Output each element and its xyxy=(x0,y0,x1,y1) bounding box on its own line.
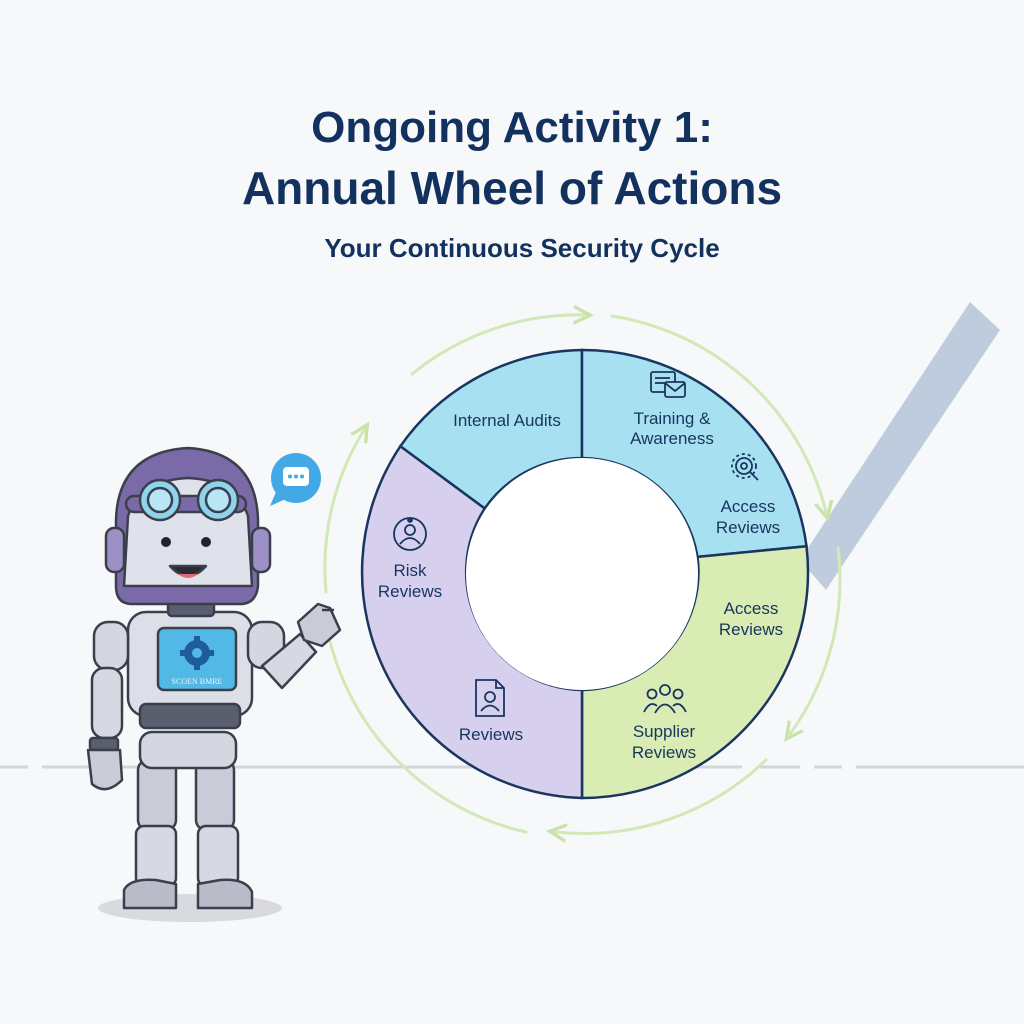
label-internal-audits: Internal Audits xyxy=(453,411,561,430)
cycle-arrows xyxy=(322,314,842,834)
cycle-arrow-left-top xyxy=(323,430,364,594)
checkmark-icon xyxy=(800,302,1000,590)
label-supplier-line2: Reviews xyxy=(632,743,696,762)
label-reviews: Reviews xyxy=(459,725,523,744)
label-training-line1: Training & xyxy=(634,409,712,428)
page-subtitle: Your Continuous Security Cycle xyxy=(324,233,720,263)
wheel-center xyxy=(466,458,698,690)
document-user-icon xyxy=(475,679,505,717)
robot-character: SCOEN BMRE xyxy=(86,446,342,922)
robot-screen-text: SCOEN BMRE xyxy=(172,677,223,686)
label-training-line2: Awareness xyxy=(630,429,714,448)
wheel xyxy=(360,348,810,800)
group-icon xyxy=(643,684,687,714)
cycle-arrow-left xyxy=(322,608,528,834)
page-title-line1: Ongoing Activity 1: xyxy=(311,103,713,152)
cycle-arrow-top xyxy=(410,315,584,376)
label-risk-line1: Risk xyxy=(393,561,427,580)
segment-internal-audits[interactable] xyxy=(398,348,584,511)
cycle-arrow-bottom xyxy=(556,758,768,834)
title-block: Ongoing Activity 1: Annual Wheel of Acti… xyxy=(0,100,1024,268)
label-access-line1: Access xyxy=(724,599,779,618)
chat-bubble-icon xyxy=(270,453,321,506)
page-title-line2: Annual Wheel of Actions xyxy=(241,162,783,214)
envelope-document-icon xyxy=(650,371,686,398)
cycle-arrow-top-right xyxy=(610,314,826,512)
label-access-top-line2: Reviews xyxy=(716,518,780,537)
label-access-top-line1: Access xyxy=(721,497,776,516)
magnifier-gear-icon xyxy=(731,453,759,481)
gear-icon xyxy=(180,636,214,670)
label-access-line2: Reviews xyxy=(719,620,783,639)
risk-person-icon xyxy=(393,517,427,551)
label-risk-line2: Reviews xyxy=(378,582,442,601)
label-supplier-line1: Supplier xyxy=(633,722,696,741)
cycle-arrow-right xyxy=(790,546,842,734)
